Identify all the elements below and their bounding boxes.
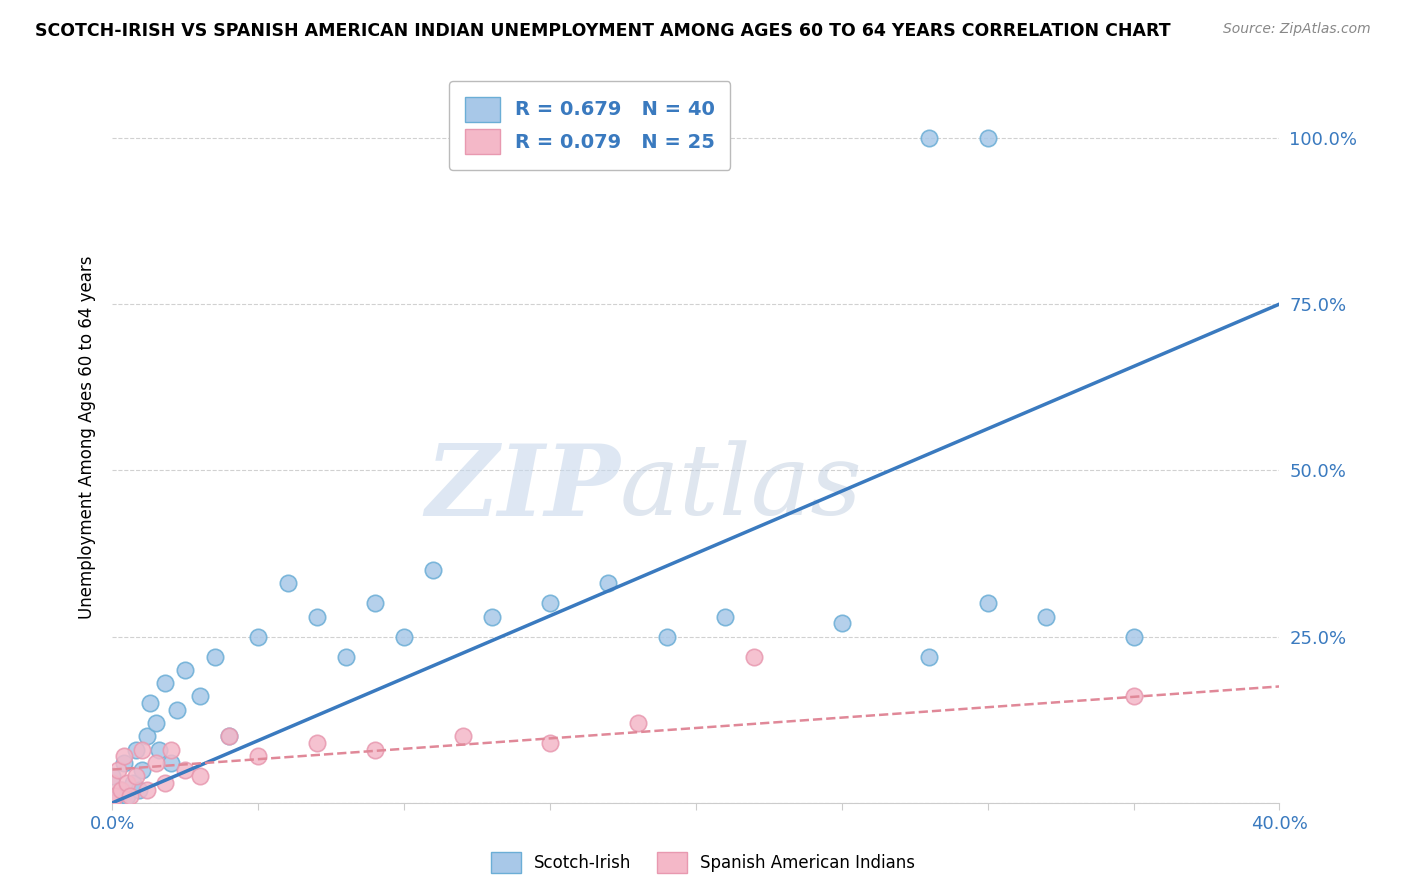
Point xyxy=(976,131,998,145)
Point xyxy=(976,596,998,610)
Point xyxy=(481,609,503,624)
Y-axis label: Unemployment Among Ages 60 to 64 years: Unemployment Among Ages 60 to 64 years xyxy=(77,255,96,619)
Point xyxy=(627,716,650,731)
Point xyxy=(110,782,132,797)
Point xyxy=(714,609,737,624)
Point xyxy=(101,796,124,810)
Point xyxy=(422,563,444,577)
Point xyxy=(1122,690,1144,704)
Point xyxy=(110,782,132,797)
Point xyxy=(1035,609,1057,624)
Point xyxy=(305,609,328,624)
Text: ZIP: ZIP xyxy=(425,440,620,536)
Point xyxy=(218,729,240,743)
Point xyxy=(918,131,941,145)
Point xyxy=(1122,630,1144,644)
Point xyxy=(598,576,620,591)
Point xyxy=(101,769,124,783)
Point xyxy=(145,716,167,731)
Point xyxy=(451,729,474,743)
Point xyxy=(125,742,148,756)
Text: SCOTCH-IRISH VS SPANISH AMERICAN INDIAN UNEMPLOYMENT AMONG AGES 60 TO 64 YEARS C: SCOTCH-IRISH VS SPANISH AMERICAN INDIAN … xyxy=(35,22,1171,40)
Point xyxy=(136,782,159,797)
Point xyxy=(831,616,853,631)
Point xyxy=(174,663,197,677)
Point xyxy=(101,776,124,790)
Point xyxy=(115,789,138,804)
Point xyxy=(538,736,561,750)
Point xyxy=(174,763,197,777)
Legend: Scotch-Irish, Spanish American Indians: Scotch-Irish, Spanish American Indians xyxy=(484,846,922,880)
Point xyxy=(160,756,183,770)
Point xyxy=(247,630,270,644)
Point xyxy=(394,630,416,644)
Point xyxy=(128,782,150,797)
Point xyxy=(218,729,240,743)
Point xyxy=(188,769,211,783)
Point xyxy=(153,676,176,690)
Point xyxy=(112,756,135,770)
Point xyxy=(139,696,162,710)
Point xyxy=(742,649,765,664)
Point xyxy=(107,796,129,810)
Point xyxy=(160,742,183,756)
Point xyxy=(122,776,145,790)
Text: Source: ZipAtlas.com: Source: ZipAtlas.com xyxy=(1223,22,1371,37)
Point xyxy=(145,756,167,770)
Text: atlas: atlas xyxy=(620,441,863,536)
Point xyxy=(118,789,141,804)
Point xyxy=(918,649,941,664)
Point xyxy=(136,729,159,743)
Point xyxy=(148,742,170,756)
Point xyxy=(247,749,270,764)
Point xyxy=(364,742,387,756)
Point xyxy=(153,776,176,790)
Point xyxy=(188,690,211,704)
Point xyxy=(166,703,188,717)
Point xyxy=(204,649,226,664)
Point xyxy=(131,742,153,756)
Point xyxy=(305,736,328,750)
Point xyxy=(101,789,124,804)
Point xyxy=(335,649,357,664)
Point xyxy=(364,596,387,610)
Point xyxy=(276,576,298,591)
Point xyxy=(125,769,148,783)
Point xyxy=(655,630,678,644)
Point xyxy=(538,596,561,610)
Legend: R = 0.679   N = 40, R = 0.079   N = 25: R = 0.679 N = 40, R = 0.079 N = 25 xyxy=(449,81,731,170)
Point xyxy=(104,789,127,804)
Point xyxy=(107,763,129,777)
Point xyxy=(112,749,135,764)
Point xyxy=(115,776,138,790)
Point xyxy=(131,763,153,777)
